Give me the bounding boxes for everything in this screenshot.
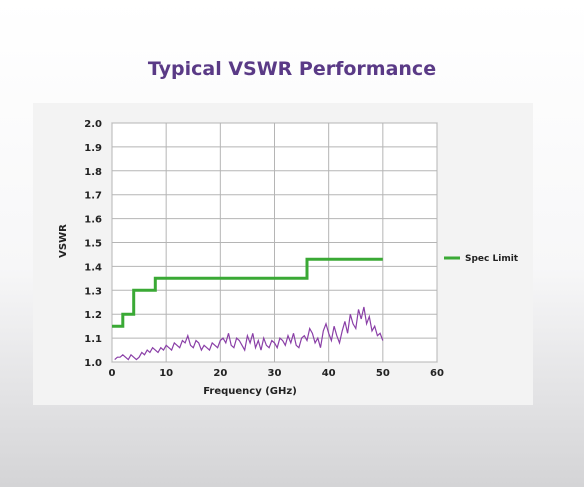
- series-lines: [112, 257, 384, 361]
- y-tick-label: 1.5: [84, 239, 102, 250]
- x-axis-label: Frequency (GHz): [203, 386, 297, 397]
- x-tick-label: 60: [430, 368, 444, 379]
- y-tick-label: 1.9: [84, 143, 102, 154]
- y-tick-label: 1.0: [84, 358, 102, 369]
- chart-title: Typical VSWR Performance: [147, 58, 437, 80]
- grid-lines: [111, 122, 438, 363]
- x-tick-label: 30: [268, 368, 282, 379]
- y-tick-label: 1.2: [84, 310, 102, 321]
- y-axis-label: VSWR: [58, 224, 69, 258]
- y-tick-label: 1.3: [84, 286, 102, 297]
- y-tick-label: 2.0: [84, 119, 102, 130]
- y-tick-label: 1.8: [84, 167, 102, 178]
- tick-labels: 1.0 1.1 1.2 1.3 1.4 1.5 1.6 1.7 1.8 1.9 2.0 0 10 20 30…: [84, 119, 444, 379]
- y-tick-label: 1.4: [84, 262, 102, 273]
- x-tick-label: 0: [109, 368, 116, 379]
- x-tick-label: 10: [159, 368, 173, 379]
- y-tick-label: 1.7: [84, 191, 102, 202]
- legend-label-spec-limit: Spec Limit: [465, 254, 519, 264]
- x-tick-label: 20: [213, 368, 227, 379]
- y-tick-label: 1.1: [84, 334, 102, 345]
- spec-limit-line: [112, 257, 383, 328]
- x-tick-label: 50: [376, 368, 390, 379]
- measured-vswr-line: [114, 306, 384, 361]
- x-tick-label: 40: [322, 368, 336, 379]
- y-tick-label: 1.6: [84, 215, 102, 226]
- legend: Spec Limit: [444, 254, 519, 264]
